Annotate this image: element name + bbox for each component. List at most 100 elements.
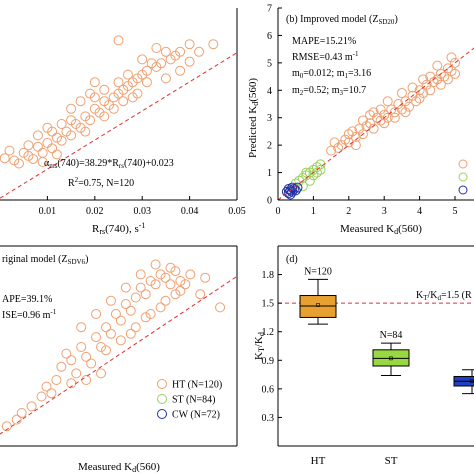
panel-a-point	[13, 158, 24, 169]
panel-b-legend-marker	[458, 159, 468, 169]
panel-b-point	[294, 175, 305, 186]
panel-b-point	[439, 71, 450, 82]
panel-c-point	[110, 309, 121, 319]
panel-c-point	[76, 342, 87, 352]
panel-b-point	[368, 123, 379, 134]
panel-c-point	[91, 332, 102, 343]
panel-b-point	[308, 164, 319, 175]
panel-c-point	[130, 322, 141, 333]
panel-b-y-tick-label: 0	[267, 196, 272, 207]
panel-d-y-tick-label: 1.8	[262, 270, 275, 281]
panel-b-point	[350, 131, 361, 142]
panel-c-point	[140, 312, 151, 323]
panel-b-point	[418, 88, 429, 99]
panel-c-point	[175, 285, 186, 296]
panel-b-point	[386, 104, 397, 115]
panel-c-point	[145, 309, 156, 319]
panel-b-point	[450, 57, 460, 68]
panel-a-point	[51, 149, 62, 160]
panel-c-point	[81, 375, 92, 385]
panel-c: riginal model (ZSDV6) APE=39.1% ISE=0.96…	[0, 245, 238, 474]
panel-c-point	[81, 351, 92, 362]
panel-b-point	[304, 167, 315, 178]
panel-c-point	[26, 401, 37, 412]
panel-b-point	[308, 170, 319, 181]
panel-b-point	[400, 107, 411, 118]
panel-b-point	[400, 96, 411, 107]
panel-b-one-to-one-line	[278, 47, 474, 200]
panel-c-mape: APE=39.1%	[2, 294, 52, 305]
panel-c-point	[125, 328, 136, 339]
panel-b-point	[442, 74, 453, 85]
panel-a-point	[32, 141, 43, 152]
panel-a-point	[132, 88, 143, 99]
panel-c-point	[145, 276, 156, 286]
panel-d-y-tick-label: 0.6	[262, 384, 275, 395]
panel-b-point	[343, 137, 354, 148]
panel-a-point	[28, 153, 39, 164]
panel-c-point	[185, 269, 196, 280]
panel-a-point	[184, 56, 195, 67]
panel-a-point	[137, 54, 148, 65]
panel-c-point	[125, 305, 136, 316]
panel-a-point	[108, 103, 119, 114]
panel-b-point	[326, 145, 337, 156]
panel-b-m2-m3: m2=0.52; m3=10.7	[292, 85, 366, 97]
panel-c-point	[61, 348, 72, 359]
panel-b-point	[432, 60, 443, 71]
panel-a: 0.01 0.02 0.03 0.04 0.05 αms(740)=38.29*Rrs(…	[0, 8, 246, 236]
panel-c-point	[101, 322, 111, 333]
panel-c-point	[51, 375, 62, 385]
panel-b-point	[418, 74, 429, 85]
panel-c-point	[180, 279, 191, 290]
panel-b-y-tick-label: 5	[267, 58, 272, 69]
panel-a-point	[160, 73, 171, 84]
panel-b-legend-partial	[458, 159, 468, 195]
panel-c-point	[46, 388, 57, 399]
panel-b-x-tick-label: 1	[311, 206, 316, 217]
panel-b-point	[407, 82, 418, 93]
panel-a-point	[4, 145, 15, 156]
panel-c-point	[120, 282, 131, 293]
panel-b-point	[329, 137, 340, 148]
panel-a-point	[208, 39, 219, 50]
panel-a-point	[37, 147, 48, 158]
panel-a-point	[75, 96, 86, 107]
panel-b-point	[333, 142, 344, 153]
panel-a-point	[80, 126, 91, 137]
panel-c-point	[200, 272, 211, 283]
panel-c-legend-label: ST (N=84)	[172, 395, 216, 406]
panel-b-ticks: 0 1 2 3 4 5 0 1 2 3 4 5 6 7	[267, 4, 458, 218]
panel-a-point	[160, 46, 171, 57]
panel-b-y-tick-label: 2	[267, 141, 272, 152]
panel-b-point	[382, 96, 393, 107]
panel-c-point	[105, 295, 116, 306]
panel-d-boxes: N=120 HT N=84 ST	[299, 266, 474, 467]
panel-c-point	[101, 345, 111, 356]
panel-c-point	[150, 279, 161, 290]
panel-a-x-tick-label: 0.04	[181, 206, 199, 217]
panel-b-point	[343, 129, 354, 140]
panel-d-y-tick-label: 0.9	[262, 356, 275, 367]
panel-a-point	[141, 65, 152, 76]
panel-c-point	[155, 302, 166, 313]
panel-b-point	[336, 140, 347, 151]
panel-b-point	[301, 170, 312, 181]
panel-c-point	[71, 368, 82, 379]
panel-d: 0.3 0.6 0.9 1.2 1.5 1.8 N=120 HT N=84 ST (d) KT/…	[253, 245, 474, 467]
panel-c-legend: HT (N=120) ST (N=84) CW (N=72)	[157, 379, 222, 421]
panel-d-y-tick-label: 0.3	[262, 413, 275, 424]
panel-b-point	[315, 164, 326, 175]
panel-b-point	[414, 85, 425, 96]
panel-b-point	[407, 90, 418, 101]
panel-a-point	[66, 115, 77, 126]
panel-b-x-tick-label: 2	[346, 206, 351, 217]
panel-b-y-tick-label: 3	[267, 113, 272, 124]
panel-c-point	[195, 289, 206, 300]
panel-b-point	[421, 79, 432, 90]
panel-a-point	[89, 77, 100, 88]
panel-b-point	[375, 115, 386, 126]
panel-d-category-label: HT	[311, 455, 326, 467]
panel-b-point	[354, 123, 365, 134]
